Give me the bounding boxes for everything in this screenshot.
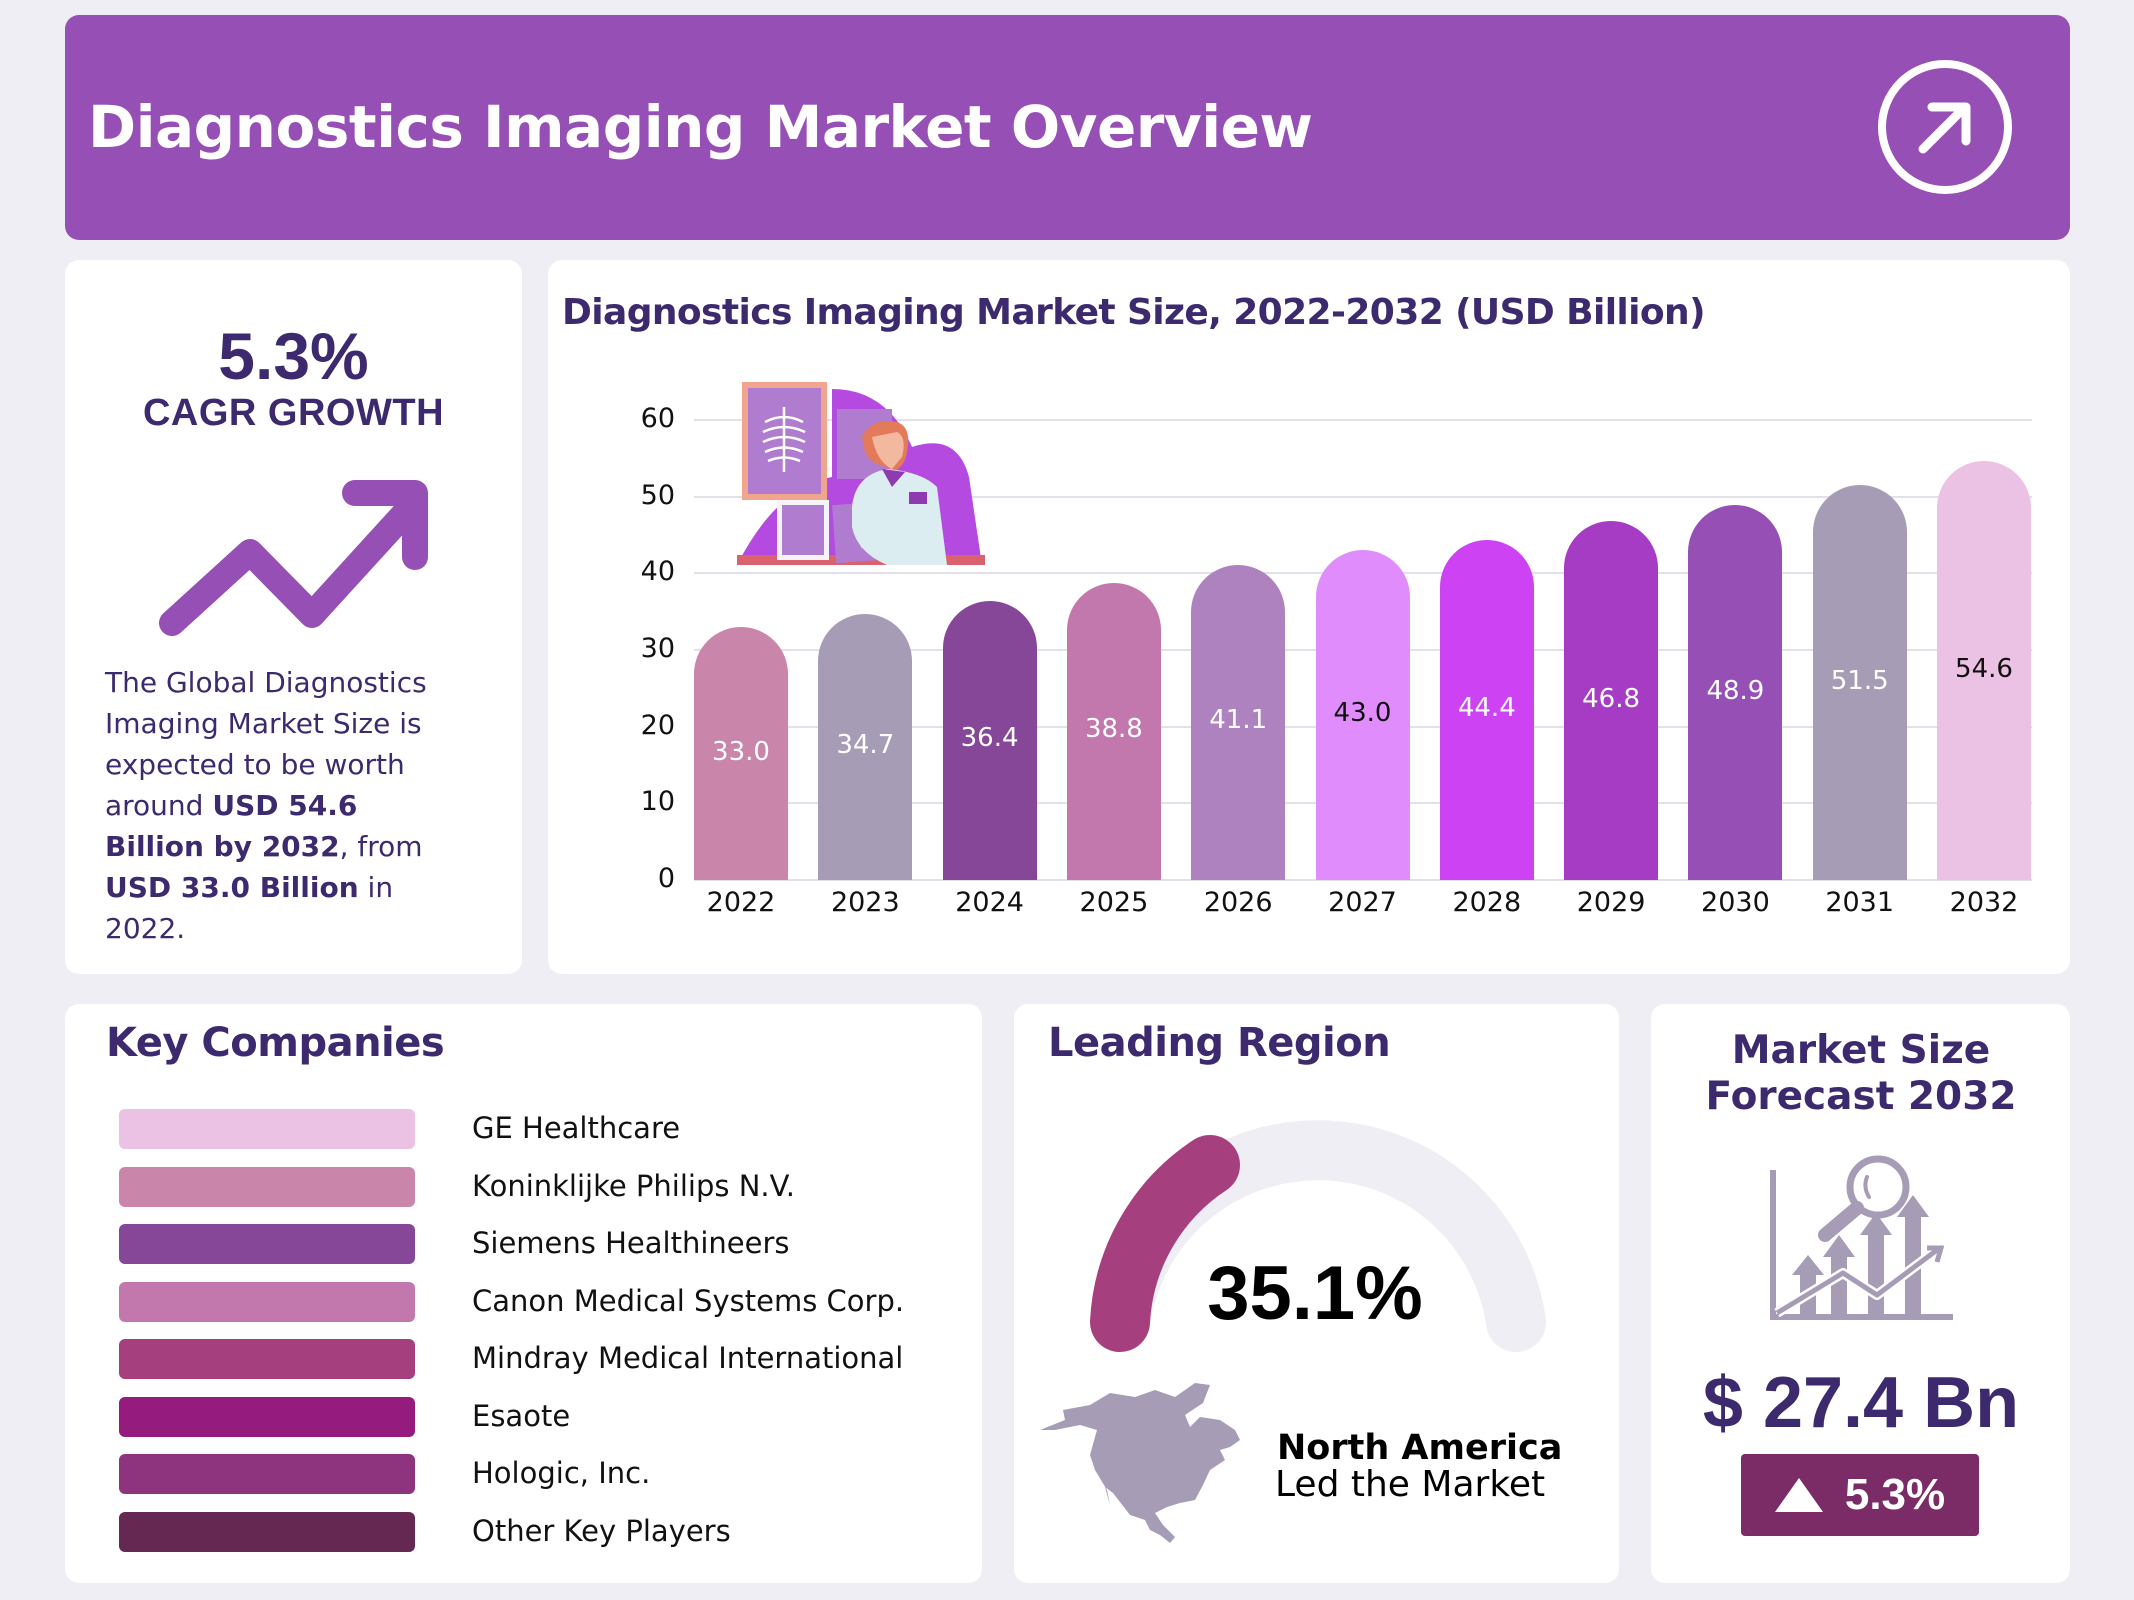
growth-value: 5.3% xyxy=(1844,1470,1946,1519)
leading-region-subtitle: Led the Market xyxy=(1275,1464,1546,1505)
gridline xyxy=(694,495,2032,498)
key-companies-title: Key Companies xyxy=(106,1020,445,1066)
header-banner: Diagnostics Imaging Market Overview xyxy=(65,15,2070,240)
bar-value-label: 46.8 xyxy=(1582,683,1641,714)
y-axis-tick: 0 xyxy=(657,863,675,894)
bar-value-label: 54.6 xyxy=(1955,653,2013,684)
bar-value-label: 33.0 xyxy=(712,736,770,767)
bar-2028 xyxy=(1439,539,1534,880)
company-name: GE Healthcare xyxy=(472,1111,681,1145)
bar-value-label: 48.9 xyxy=(1706,675,1765,706)
chart-title: Diagnostics Imaging Market Size, 2022-20… xyxy=(562,292,1706,333)
x-axis-tick: 2023 xyxy=(830,887,900,918)
cagr-value: 5.3% xyxy=(218,319,369,393)
radiologist-illustration xyxy=(737,382,985,565)
company-color-swatch xyxy=(119,1511,415,1552)
market-summary-text: The Global Diagnostics Imaging Market Si… xyxy=(105,666,427,945)
x-axis-tick: 2024 xyxy=(955,887,1024,918)
page-title: Diagnostics Imaging Market Overview xyxy=(88,93,1313,161)
company-color-swatch xyxy=(119,1281,415,1322)
x-axis-tick: 2022 xyxy=(706,887,776,918)
trending-up-icon xyxy=(159,480,428,636)
company-name: Canon Medical Systems Corp. xyxy=(472,1283,905,1318)
bar-value-label: 36.4 xyxy=(960,723,1019,754)
north-america-map-icon xyxy=(1040,1383,1240,1543)
x-axis-tick: 2029 xyxy=(1576,887,1646,918)
x-axis-tick: 2031 xyxy=(1825,887,1895,918)
bar-2023 xyxy=(818,613,913,880)
bar-value-label: 38.8 xyxy=(1084,714,1143,745)
company-color-swatch xyxy=(119,1339,415,1379)
bar-2029 xyxy=(1564,521,1659,880)
triangle-up-icon xyxy=(1774,1478,1823,1512)
x-axis-tick: 2030 xyxy=(1701,887,1770,918)
bar-2026 xyxy=(1191,564,1286,880)
bar-2025 xyxy=(1066,582,1161,880)
forecast-title-line2: Forecast 2032 xyxy=(1705,1074,2017,1119)
leading-region-title: Leading Region xyxy=(1048,1020,1391,1066)
y-axis-tick: 50 xyxy=(640,479,675,511)
company-name: Hologic, Inc. xyxy=(472,1456,651,1490)
gridline xyxy=(694,419,2032,421)
bar-2024 xyxy=(942,600,1037,880)
bar-2031 xyxy=(1812,485,1907,880)
region-share-value: 35.1% xyxy=(1207,1251,1423,1336)
arrow-up-right-circle-icon xyxy=(1878,60,2012,194)
cagr-label: CAGR GROWTH xyxy=(142,392,445,434)
bar-value-label: 51.5 xyxy=(1830,665,1889,696)
forecast-value: $ 27.4 Bn xyxy=(1702,1363,2020,1443)
growth-badge: 5.3% xyxy=(1741,1454,1979,1536)
bar-2032 xyxy=(1937,461,2031,880)
x-axis-tick: 2026 xyxy=(1203,887,1273,918)
x-axis-tick: 2025 xyxy=(1079,887,1149,918)
y-axis-tick: 30 xyxy=(640,633,675,664)
x-axis-tick: 2027 xyxy=(1328,887,1397,918)
y-axis-tick: 10 xyxy=(640,786,675,818)
bar-2027 xyxy=(1315,550,1410,880)
company-color-swatch xyxy=(119,1166,415,1207)
y-axis-tick: 20 xyxy=(640,709,675,741)
company-color-swatch xyxy=(119,1109,415,1149)
bar-value-label: 44.4 xyxy=(1457,692,1516,723)
company-name: Other Key Players xyxy=(472,1513,731,1548)
company-name: Koninklijke Philips N.V. xyxy=(472,1168,795,1203)
y-axis-tick: 40 xyxy=(640,556,675,588)
company-name: Esaote xyxy=(472,1398,571,1433)
forecast-title-line1: Market Size xyxy=(1731,1028,1991,1073)
company-color-swatch xyxy=(119,1396,415,1437)
x-axis-tick: 2028 xyxy=(1452,887,1522,918)
cagr-panel xyxy=(65,260,522,974)
region-share-gauge xyxy=(1090,1120,1546,1352)
bar-value-label: 41.1 xyxy=(1209,705,1268,736)
bar-value-label: 34.7 xyxy=(836,729,895,760)
leading-region-name: North America xyxy=(1277,1428,1563,1468)
company-name: Mindray Medical International xyxy=(472,1341,904,1375)
gridline xyxy=(694,879,2032,881)
bar-2022 xyxy=(694,627,788,880)
x-axis-tick: 2032 xyxy=(1949,887,2019,918)
company-color-swatch xyxy=(119,1454,415,1494)
bar-2030 xyxy=(1688,505,1783,880)
chart-magnifier-icon xyxy=(1770,1155,1953,1320)
company-color-swatch xyxy=(119,1224,415,1264)
bar-value-label: 43.0 xyxy=(1333,698,1392,729)
forecast-title: Market Size Forecast 2032 xyxy=(1651,1028,2071,1120)
y-axis-tick: 60 xyxy=(640,403,675,434)
company-name: Siemens Healthineers xyxy=(472,1226,790,1260)
